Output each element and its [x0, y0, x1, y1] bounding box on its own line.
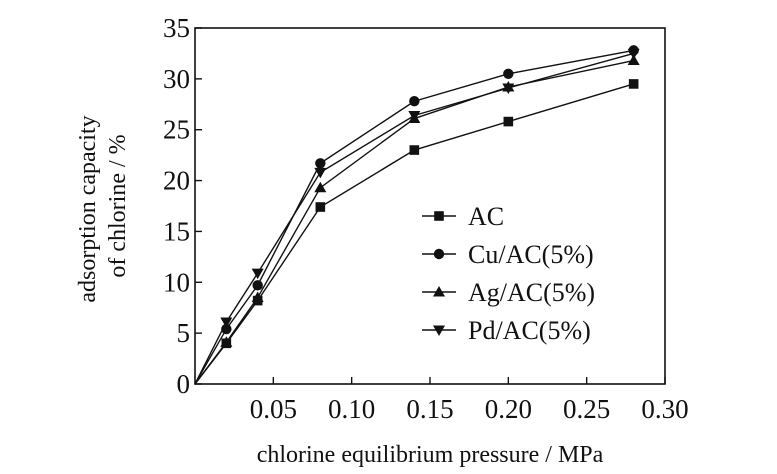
y-tick-label: 35 — [163, 13, 190, 43]
x-tick-label: 0.25 — [563, 394, 610, 424]
data-point — [315, 202, 326, 212]
data-point — [251, 291, 264, 303]
legend-marker — [433, 286, 445, 297]
data-point — [502, 83, 515, 95]
y-tick-label: 0 — [177, 369, 191, 399]
x-tick-label: 0.15 — [406, 394, 453, 424]
data-point — [220, 336, 233, 347]
data-point — [251, 268, 264, 280]
plot-area — [194, 45, 640, 385]
x-tick-label: 0.30 — [641, 394, 688, 424]
y-tick-label: 10 — [163, 267, 190, 297]
data-point — [409, 96, 420, 107]
legend: AC Cu/AC(5%) Ag/AC(5%) Pd/AC(5%) — [422, 202, 595, 345]
data-point — [627, 48, 640, 60]
legend-marker — [433, 325, 445, 336]
legend-marker — [433, 248, 445, 260]
legend-label: Pd/AC(5%) — [468, 316, 591, 345]
data-point — [408, 110, 421, 122]
data-point — [252, 280, 263, 291]
x-axis-title: chlorine equilibrium pressure / MPa — [257, 442, 604, 468]
axes: 0 5 10 15 20 25 30 35 0.05 0.10 0.15 0.20 0.25 0.30 — [163, 13, 689, 424]
y-tick-label: 30 — [163, 64, 190, 94]
data-point — [503, 68, 514, 79]
legend-marker — [434, 211, 444, 221]
y-axis-title: adsorption capacity of chlorine / % — [75, 109, 131, 302]
x-tick-label: 0.10 — [328, 394, 375, 424]
y-tick-label: 20 — [163, 166, 190, 196]
data-point — [220, 317, 233, 328]
data-point — [409, 145, 420, 155]
data-point — [628, 79, 639, 89]
data-point — [503, 116, 514, 127]
y-axis-title-line2: of chlorine / % — [105, 134, 131, 277]
legend-label: AC — [468, 202, 504, 231]
y-tick-label: 15 — [163, 216, 190, 246]
data-point — [315, 158, 326, 169]
x-tick-label: 0.05 — [250, 394, 297, 424]
x-tick-label: 0.20 — [485, 394, 532, 424]
y-tick-label: 5 — [177, 318, 191, 348]
data-point — [314, 167, 327, 179]
y-axis-title-line1: adsorption capacity — [75, 115, 101, 302]
data-point — [314, 181, 327, 193]
legend-label: Ag/AC(5%) — [468, 278, 595, 307]
data-point — [627, 54, 640, 66]
legend-label: Cu/AC(5%) — [468, 240, 594, 269]
y-tick-label: 25 — [163, 115, 190, 145]
